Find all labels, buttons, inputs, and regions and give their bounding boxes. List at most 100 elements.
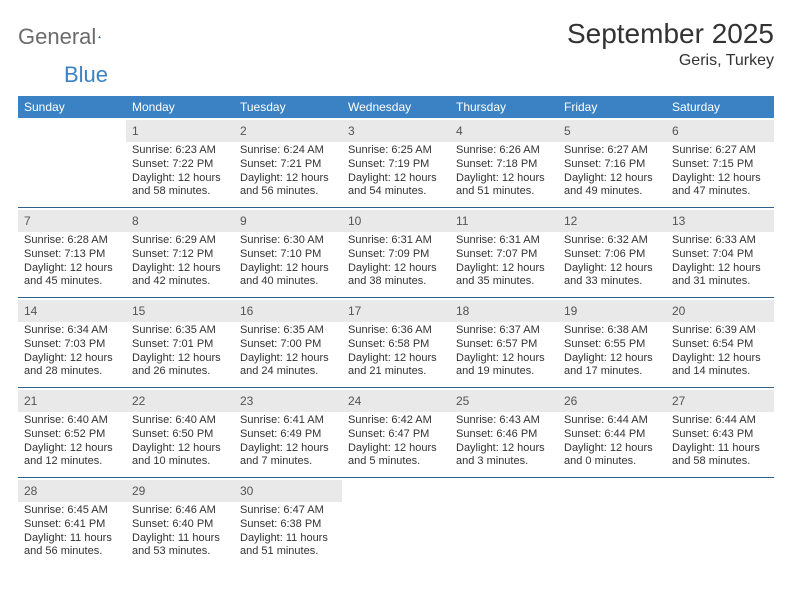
daynum-row: 26	[558, 390, 666, 412]
daynum-row: 11	[450, 210, 558, 232]
day-number: 4	[456, 124, 463, 138]
sunrise-line: Sunrise: 6:44 AM	[564, 414, 660, 428]
sunset-line: Sunset: 6:47 PM	[348, 428, 444, 442]
daynum-row: 30	[234, 480, 342, 502]
daynum-row: 10	[342, 210, 450, 232]
day-header: Sunday	[18, 96, 126, 118]
sunset-line: Sunset: 6:57 PM	[456, 338, 552, 352]
day-header: Thursday	[450, 96, 558, 118]
sunrise-line: Sunrise: 6:35 AM	[132, 324, 228, 338]
day-number: 29	[132, 484, 145, 498]
sunrise-line: Sunrise: 6:39 AM	[672, 324, 768, 338]
sunrise-line: Sunrise: 6:25 AM	[348, 144, 444, 158]
daylight-line: Daylight: 12 hours	[564, 442, 660, 456]
daylight-line: and 53 minutes.	[132, 545, 228, 559]
day-number: 16	[240, 304, 253, 318]
sunrise-line: Sunrise: 6:24 AM	[240, 144, 336, 158]
day-number: 2	[240, 124, 247, 138]
day-cell: 25Sunrise: 6:43 AMSunset: 6:46 PMDayligh…	[450, 388, 558, 478]
daynum-row: 22	[126, 390, 234, 412]
day-cell: 5Sunrise: 6:27 AMSunset: 7:16 PMDaylight…	[558, 118, 666, 208]
daylight-line: and 47 minutes.	[672, 185, 768, 199]
week-row: 7Sunrise: 6:28 AMSunset: 7:13 PMDaylight…	[18, 208, 774, 298]
sunrise-line: Sunrise: 6:36 AM	[348, 324, 444, 338]
day-number: 24	[348, 394, 361, 408]
sunset-line: Sunset: 7:03 PM	[24, 338, 120, 352]
daylight-line: and 38 minutes.	[348, 275, 444, 289]
daylight-line: and 21 minutes.	[348, 365, 444, 379]
daylight-line: and 58 minutes.	[672, 455, 768, 469]
calendar-table: SundayMondayTuesdayWednesdayThursdayFrid…	[18, 96, 774, 567]
daylight-line: and 7 minutes.	[240, 455, 336, 469]
daylight-line: and 49 minutes.	[564, 185, 660, 199]
day-cell: 16Sunrise: 6:35 AMSunset: 7:00 PMDayligh…	[234, 298, 342, 388]
daylight-line: and 14 minutes.	[672, 365, 768, 379]
daylight-line: Daylight: 12 hours	[564, 352, 660, 366]
day-cell: 17Sunrise: 6:36 AMSunset: 6:58 PMDayligh…	[342, 298, 450, 388]
sunrise-line: Sunrise: 6:32 AM	[564, 234, 660, 248]
daylight-line: and 26 minutes.	[132, 365, 228, 379]
daylight-line: and 51 minutes.	[240, 545, 336, 559]
day-number: 20	[672, 304, 685, 318]
week-row: 14Sunrise: 6:34 AMSunset: 7:03 PMDayligh…	[18, 298, 774, 388]
day-cell: 14Sunrise: 6:34 AMSunset: 7:03 PMDayligh…	[18, 298, 126, 388]
day-number: 3	[348, 124, 355, 138]
daylight-line: Daylight: 12 hours	[456, 352, 552, 366]
day-cell: 4Sunrise: 6:26 AMSunset: 7:18 PMDaylight…	[450, 118, 558, 208]
sunrise-line: Sunrise: 6:27 AM	[564, 144, 660, 158]
sunset-line: Sunset: 7:00 PM	[240, 338, 336, 352]
day-number: 28	[24, 484, 37, 498]
daylight-line: Daylight: 12 hours	[672, 352, 768, 366]
sunrise-line: Sunrise: 6:44 AM	[672, 414, 768, 428]
sunrise-line: Sunrise: 6:38 AM	[564, 324, 660, 338]
sunrise-line: Sunrise: 6:29 AM	[132, 234, 228, 248]
sunset-line: Sunset: 7:12 PM	[132, 248, 228, 262]
day-number: 23	[240, 394, 253, 408]
day-number: 17	[348, 304, 361, 318]
day-cell: 1Sunrise: 6:23 AMSunset: 7:22 PMDaylight…	[126, 118, 234, 208]
daylight-line: and 17 minutes.	[564, 365, 660, 379]
daylight-line: and 31 minutes.	[672, 275, 768, 289]
sunrise-line: Sunrise: 6:27 AM	[672, 144, 768, 158]
daylight-line: Daylight: 12 hours	[456, 442, 552, 456]
month-title: September 2025	[567, 18, 774, 50]
daylight-line: Daylight: 12 hours	[456, 262, 552, 276]
day-cell: 29Sunrise: 6:46 AMSunset: 6:40 PMDayligh…	[126, 478, 234, 568]
day-cell: 8Sunrise: 6:29 AMSunset: 7:12 PMDaylight…	[126, 208, 234, 298]
day-number: 6	[672, 124, 679, 138]
day-number: 12	[564, 214, 577, 228]
day-number: 26	[564, 394, 577, 408]
day-cell: 30Sunrise: 6:47 AMSunset: 6:38 PMDayligh…	[234, 478, 342, 568]
daylight-line: and 45 minutes.	[24, 275, 120, 289]
daylight-line: Daylight: 12 hours	[240, 262, 336, 276]
logo-text-blue: Blue	[18, 62, 108, 88]
daylight-line: and 5 minutes.	[348, 455, 444, 469]
day-cell: 12Sunrise: 6:32 AMSunset: 7:06 PMDayligh…	[558, 208, 666, 298]
daylight-line: Daylight: 12 hours	[240, 352, 336, 366]
empty-cell	[342, 478, 450, 568]
daylight-line: and 56 minutes.	[24, 545, 120, 559]
daylight-line: and 42 minutes.	[132, 275, 228, 289]
day-number: 21	[24, 394, 37, 408]
sunset-line: Sunset: 7:19 PM	[348, 158, 444, 172]
daynum-row: 5	[558, 120, 666, 142]
daylight-line: and 51 minutes.	[456, 185, 552, 199]
day-cell: 13Sunrise: 6:33 AMSunset: 7:04 PMDayligh…	[666, 208, 774, 298]
week-row: 21Sunrise: 6:40 AMSunset: 6:52 PMDayligh…	[18, 388, 774, 478]
sunset-line: Sunset: 6:49 PM	[240, 428, 336, 442]
sunset-line: Sunset: 6:41 PM	[24, 518, 120, 532]
sunset-line: Sunset: 7:10 PM	[240, 248, 336, 262]
sunset-line: Sunset: 6:54 PM	[672, 338, 768, 352]
day-header: Saturday	[666, 96, 774, 118]
daylight-line: Daylight: 11 hours	[240, 532, 336, 546]
daylight-line: and 28 minutes.	[24, 365, 120, 379]
daylight-line: Daylight: 12 hours	[24, 442, 120, 456]
day-cell: 22Sunrise: 6:40 AMSunset: 6:50 PMDayligh…	[126, 388, 234, 478]
day-number: 11	[456, 214, 468, 228]
day-number: 1	[132, 124, 139, 138]
sunrise-line: Sunrise: 6:45 AM	[24, 504, 120, 518]
sunset-line: Sunset: 7:13 PM	[24, 248, 120, 262]
daylight-line: Daylight: 12 hours	[240, 442, 336, 456]
daylight-line: Daylight: 12 hours	[672, 172, 768, 186]
daynum-row: 3	[342, 120, 450, 142]
